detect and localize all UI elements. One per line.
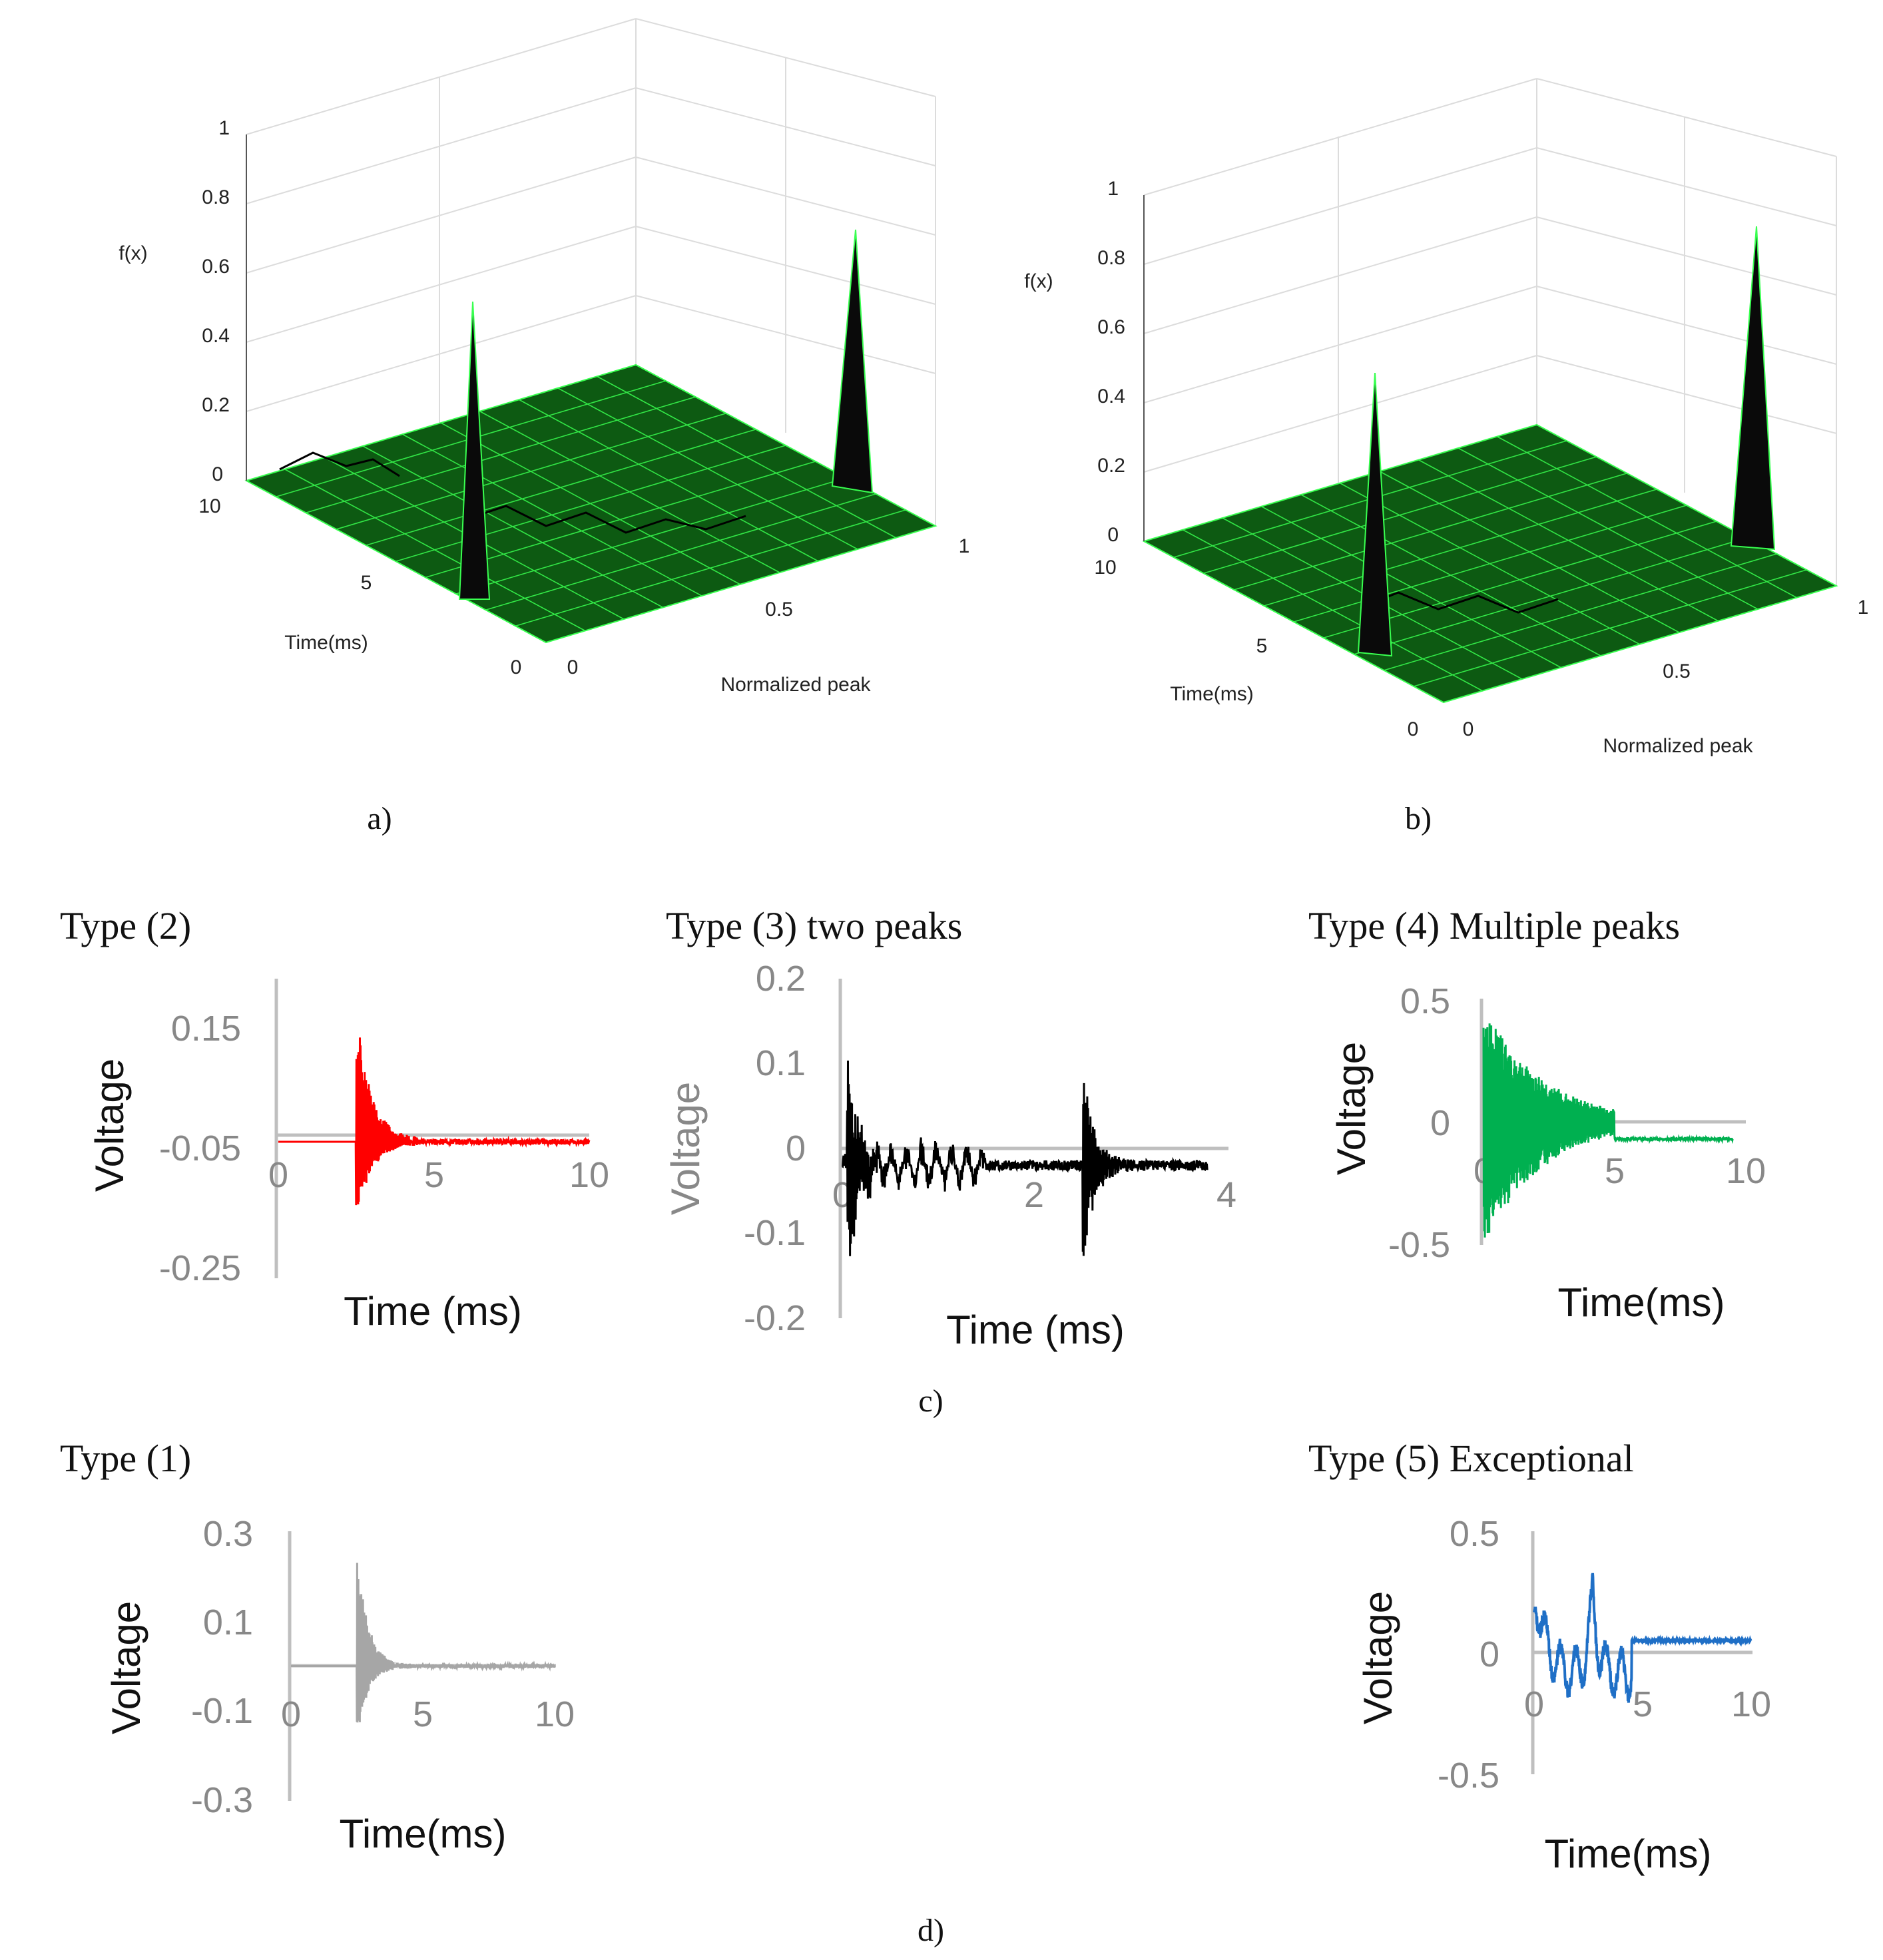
x-axis-label-a: Normalized peak [720,674,871,696]
y-tick-label: 0.15 [171,1009,241,1049]
caption-a: a) [367,801,392,836]
z-tick-b: 1 [1107,178,1119,200]
y-tick-label: 0.5 [1400,981,1450,1021]
waveform-trace-type5 [1533,1573,1752,1703]
x-axis-label: Time (ms) [946,1308,1125,1352]
z-tick-b: 0.2 [1097,455,1125,477]
y-tick-label: -0.25 [159,1248,241,1288]
waveform-trace-type3 [842,1061,1209,1256]
z-tick-b: 0.8 [1097,247,1125,269]
z-tick-a: 0.2 [202,394,230,416]
waveform-trace-type2 [278,1037,591,1206]
y-tick-label: 0 [1430,1103,1450,1143]
y-axis-label-b: Time(ms) [1170,683,1254,705]
peak-a-1 [458,301,491,600]
x-tick-label: 5 [1633,1684,1653,1724]
z-tick-b: 0.4 [1097,385,1125,407]
y-axis-label: Voltage [104,1601,148,1734]
x-tick-label: 10 [1731,1684,1771,1724]
y-tick-label: 0.1 [203,1602,253,1642]
chart-title: Type (4) Multiple peaks [1308,904,1680,947]
x-tick-label: 5 [424,1155,444,1195]
x-tick-label: 10 [535,1694,575,1734]
chart-title: Type (1) [60,1437,191,1480]
z-tick-a: 0.6 [202,256,230,278]
y-axis-label: Voltage [1329,1042,1374,1175]
y-axis-label: Voltage [663,1082,708,1215]
surface-plot-a: 1 0.8 0.6 0.4 0.2 0 10 5 0 0 0.5 1 f(x) … [119,18,970,836]
y-tick-label: 0.2 [756,959,806,999]
x-tick-label: 5 [413,1694,433,1734]
y-tick-a: 10 [198,495,220,517]
x-tick-b: 0.5 [1663,660,1691,682]
y-axis-label: Voltage [1356,1591,1400,1724]
y-tick-label: 0 [1480,1634,1499,1674]
x-tick-label: 5 [1605,1151,1625,1191]
y-tick-label: -0.1 [191,1691,253,1731]
z-axis-label-b: f(x) [1024,270,1053,292]
y-tick-label: -0.1 [744,1213,806,1253]
waveform-trace-type1 [291,1563,556,1723]
y-tick-label: -0.3 [191,1780,253,1820]
z-tick-a: 0.4 [202,325,230,347]
z-tick-a: 0.8 [202,186,230,208]
y-tick-label: -0.05 [159,1128,241,1168]
y-tick-a: 5 [361,572,372,594]
surface-plot-b: 1 0.8 0.6 0.4 0.2 0 10 5 0 0 0.5 1 f(x) … [1024,78,1869,836]
y-tick-label: -0.5 [1388,1225,1450,1265]
y-tick-b: 0 [1408,718,1419,740]
y-axis-label-a: Time(ms) [284,632,368,654]
chart-type2: Type (2) 0.15 -0.05 -0.25 0 5 10 Time (m… [60,904,609,1334]
x-tick-label: 0 [268,1155,288,1195]
y-tick-label: -0.2 [744,1298,806,1338]
z-tick-b: 0 [1107,524,1119,546]
x-tick-b: 1 [1858,597,1869,618]
x-axis-label: Time(ms) [1557,1280,1725,1325]
waveform-trace-type4 [1482,1023,1734,1238]
x-axis-label: Time (ms) [344,1289,522,1334]
peak-b-1 [1357,372,1393,657]
x-tick-a: 0.5 [765,599,793,620]
z-tick-b: 0.6 [1097,316,1125,338]
y-tick-label: 0.5 [1450,1514,1499,1554]
chart-type4: Type (4) Multiple peaks 0.5 0 -0.5 0 5 1… [1308,904,1766,1325]
x-tick-a: 1 [959,535,970,557]
peak-b-2 [1730,226,1776,551]
chart-title: Type (3) two peaks [666,904,962,947]
chart-type1: Type (1) 0.3 0.1 -0.1 -0.3 0 5 10 Time(m… [60,1437,575,1856]
x-axis-label-b: Normalized peak [1603,735,1753,757]
chart-title: Type (5) Exceptional [1308,1437,1634,1480]
z-tick-a: 0 [212,463,223,485]
y-axis-label: Voltage [87,1059,132,1192]
caption-d: d) [918,1913,944,1948]
z-axis-label-a: f(x) [119,242,147,264]
y-tick-b: 10 [1094,557,1116,579]
x-tick-label: 4 [1216,1175,1236,1215]
caption-c: c) [918,1383,943,1419]
y-tick-b: 5 [1256,635,1268,657]
x-tick-label: 2 [1024,1175,1044,1215]
z-tick-a: 1 [218,117,230,139]
y-tick-label: 0.1 [756,1043,806,1083]
x-axis-label: Time(ms) [339,1812,506,1856]
caption-b: b) [1405,801,1432,836]
chart-type3: Type (3) two peaks 0.2 0.1 0 -0.1 -0.2 0… [663,904,1236,1352]
chart-title: Type (2) [60,904,191,947]
x-axis-label: Time(ms) [1544,1832,1711,1876]
x-tick-a: 0 [567,656,579,678]
x-tick-label: 10 [1726,1151,1766,1191]
x-tick-b: 0 [1463,718,1474,740]
peak-a-2 [831,229,874,494]
x-tick-label: 0 [1524,1684,1544,1724]
y-tick-a: 0 [511,656,522,678]
y-tick-label: -0.5 [1438,1756,1499,1796]
y-tick-label: 0.3 [203,1514,253,1554]
x-tick-label: 0 [281,1694,301,1734]
x-tick-label: 10 [569,1155,609,1195]
y-tick-label: 0 [786,1128,806,1168]
chart-type5: Type (5) Exceptional 0.5 0 -0.5 0 5 10 T… [1308,1437,1771,1876]
